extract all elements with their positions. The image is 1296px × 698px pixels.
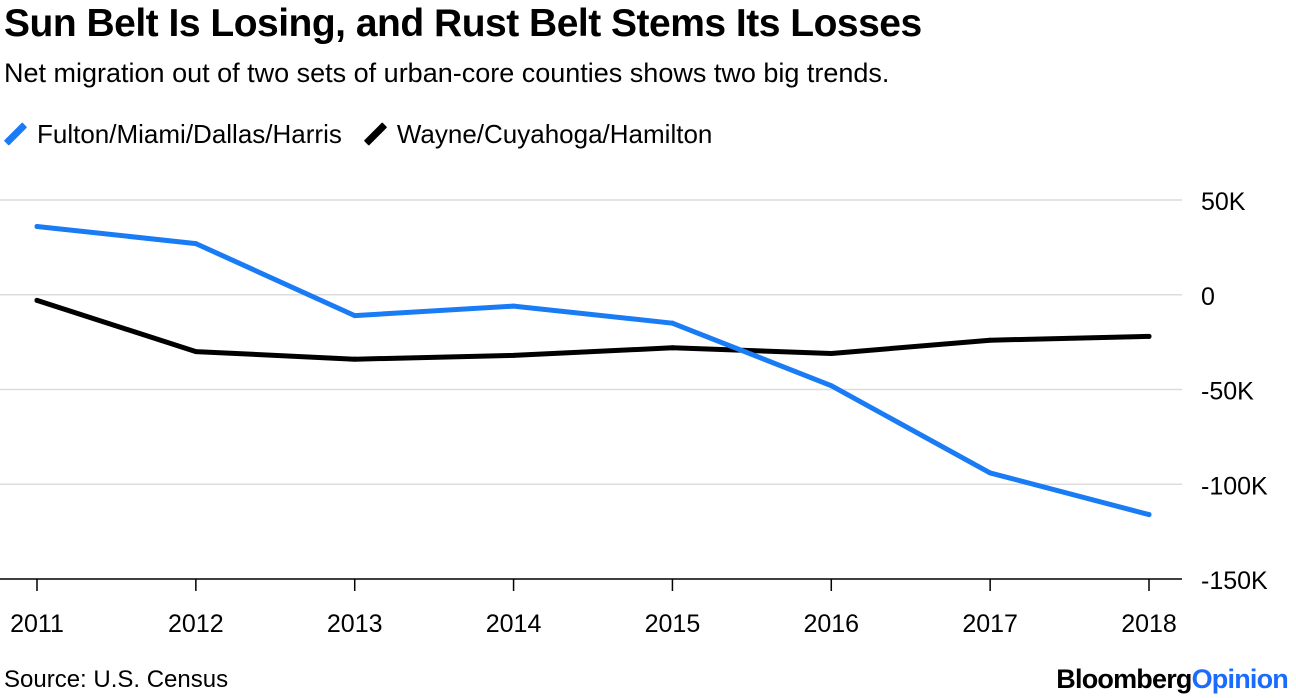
y-tick-label: -150K <box>1201 567 1268 595</box>
legend-label-rustbelt: Wayne/Cuyahoga/Hamilton <box>396 118 713 149</box>
data-point-rustbelt <box>1146 333 1152 339</box>
x-tick-label: 2014 <box>486 610 542 638</box>
x-tick-label: 2018 <box>1121 610 1177 638</box>
data-point-rustbelt <box>34 297 40 303</box>
data-point-rustbelt <box>987 337 993 343</box>
data-point-rustbelt <box>193 349 199 355</box>
data-point-rustbelt <box>669 345 675 351</box>
series-line-sunbelt <box>34 224 1152 518</box>
legend-item-sunbelt: Fulton/Miami/Dallas/Harris <box>3 118 342 150</box>
x-tick-label: 2013 <box>327 610 383 638</box>
chart-title: Sun Belt Is Losing, and Rust Belt Stems … <box>4 2 922 45</box>
data-point-sunbelt <box>193 241 199 247</box>
x-tick-label: 2017 <box>962 610 1018 638</box>
x-tick-label: 2012 <box>168 610 224 638</box>
data-point-sunbelt <box>352 313 358 319</box>
data-point-rustbelt <box>511 352 517 358</box>
data-point-sunbelt <box>987 470 993 476</box>
legend-label-sunbelt: Fulton/Miami/Dallas/Harris <box>37 118 342 149</box>
chart-subtitle: Net migration out of two sets of urban-c… <box>4 58 890 88</box>
data-point-sunbelt <box>1146 512 1152 518</box>
series-line-rustbelt <box>34 297 1152 362</box>
data-point-sunbelt <box>669 320 675 326</box>
y-tick-label: 0 <box>1201 283 1215 311</box>
x-tick-label: 2011 <box>10 610 64 638</box>
source-note: Source: U.S. Census <box>4 666 229 693</box>
y-tick-label: -100K <box>1201 472 1268 500</box>
brand-logo: BloombergOpinion <box>1056 664 1289 694</box>
x-tick-label: 2015 <box>645 610 701 638</box>
data-point-rustbelt <box>828 350 834 356</box>
legend-item-rustbelt: Wayne/Cuyahoga/Hamilton <box>363 118 713 150</box>
y-tick-label: 50K <box>1201 188 1246 216</box>
x-tick-label: 2016 <box>803 610 859 638</box>
data-point-sunbelt <box>828 383 834 389</box>
legend: Fulton/Miami/Dallas/Harris Wayne/Cuyahog… <box>3 116 734 152</box>
data-point-sunbelt <box>34 224 40 230</box>
y-tick-label: -50K <box>1201 378 1254 406</box>
data-point-sunbelt <box>511 303 517 309</box>
data-point-rustbelt <box>352 356 358 362</box>
